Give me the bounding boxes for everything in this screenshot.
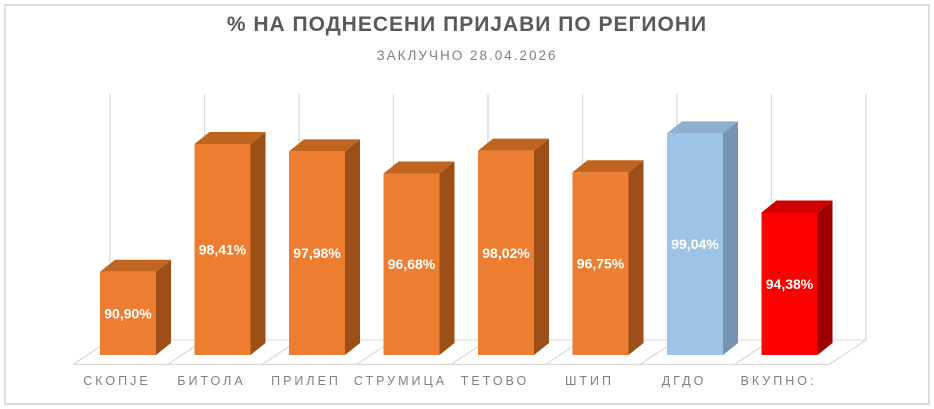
bar-value-label: 98,02% <box>482 245 530 261</box>
chart-bar[interactable]: 94,38% <box>761 200 833 355</box>
bar-side-face <box>628 160 644 355</box>
chart-bar[interactable]: 96,75% <box>572 160 644 355</box>
bar-side-face <box>817 200 833 355</box>
bar-value-label: 97,98% <box>293 245 341 261</box>
chart-bar[interactable]: 98,02% <box>478 138 549 355</box>
bar-value-label: 98,41% <box>199 242 247 258</box>
chart-title: % НА ПОДНЕСЕНИ ПРИЈАВИ ПО РЕГИОНИ <box>226 13 708 36</box>
chart-bar[interactable]: 99,04% <box>667 121 738 355</box>
bar-side-face <box>534 138 549 355</box>
bar-top-face <box>667 121 738 134</box>
bar-front-face <box>667 133 723 355</box>
category-label: СКОПЈЕ <box>83 374 150 388</box>
floor-separator-line <box>828 339 867 366</box>
chart-subtitle: ЗАКЛУЧНО 28.04.2026 <box>376 48 558 63</box>
bar-value-label: 99,04% <box>671 236 719 252</box>
bar-value-label: 96,68% <box>388 256 436 272</box>
bar-top-face <box>194 132 266 145</box>
bar-front-face <box>572 172 629 355</box>
bar-side-face <box>345 139 360 355</box>
category-label: ШТИП <box>565 374 614 388</box>
category-label: БИТОЛА <box>177 374 245 388</box>
category-label: ТЕТОВО <box>461 374 529 388</box>
bar-value-label: 96,75% <box>577 256 625 272</box>
chart-bar[interactable]: 96,68% <box>383 161 455 355</box>
bar-front-face <box>383 173 440 355</box>
bar-top-face <box>761 200 833 213</box>
bar-front-face <box>761 212 818 355</box>
bar-top-face <box>100 259 171 272</box>
category-label: ДГДО <box>662 374 707 388</box>
bar-front-face <box>478 150 534 355</box>
chart-bar[interactable]: 98,41% <box>194 132 266 355</box>
bar-side-face <box>250 132 266 355</box>
bar-top-face <box>289 139 360 152</box>
bar-front-face <box>289 151 345 355</box>
chart-bar[interactable]: 90,90% <box>100 259 171 355</box>
category-label: ВКУПНО: <box>741 374 817 388</box>
category-label: СТРУМИЦА <box>354 374 447 388</box>
bar-front-face <box>100 271 156 355</box>
bar-top-face <box>478 138 549 151</box>
bar-top-face <box>383 161 455 174</box>
category-label: ПРИЛЕП <box>271 374 341 388</box>
bar-side-face <box>439 161 455 355</box>
chart-bar[interactable]: 97,98% <box>289 139 360 355</box>
bar-top-face <box>572 160 644 173</box>
bar-value-label: 94,38% <box>766 276 814 292</box>
bar-value-label: 90,90% <box>104 305 152 321</box>
bar-front-face <box>194 144 251 355</box>
bar-side-face <box>723 121 738 355</box>
bar-side-face <box>156 259 171 355</box>
